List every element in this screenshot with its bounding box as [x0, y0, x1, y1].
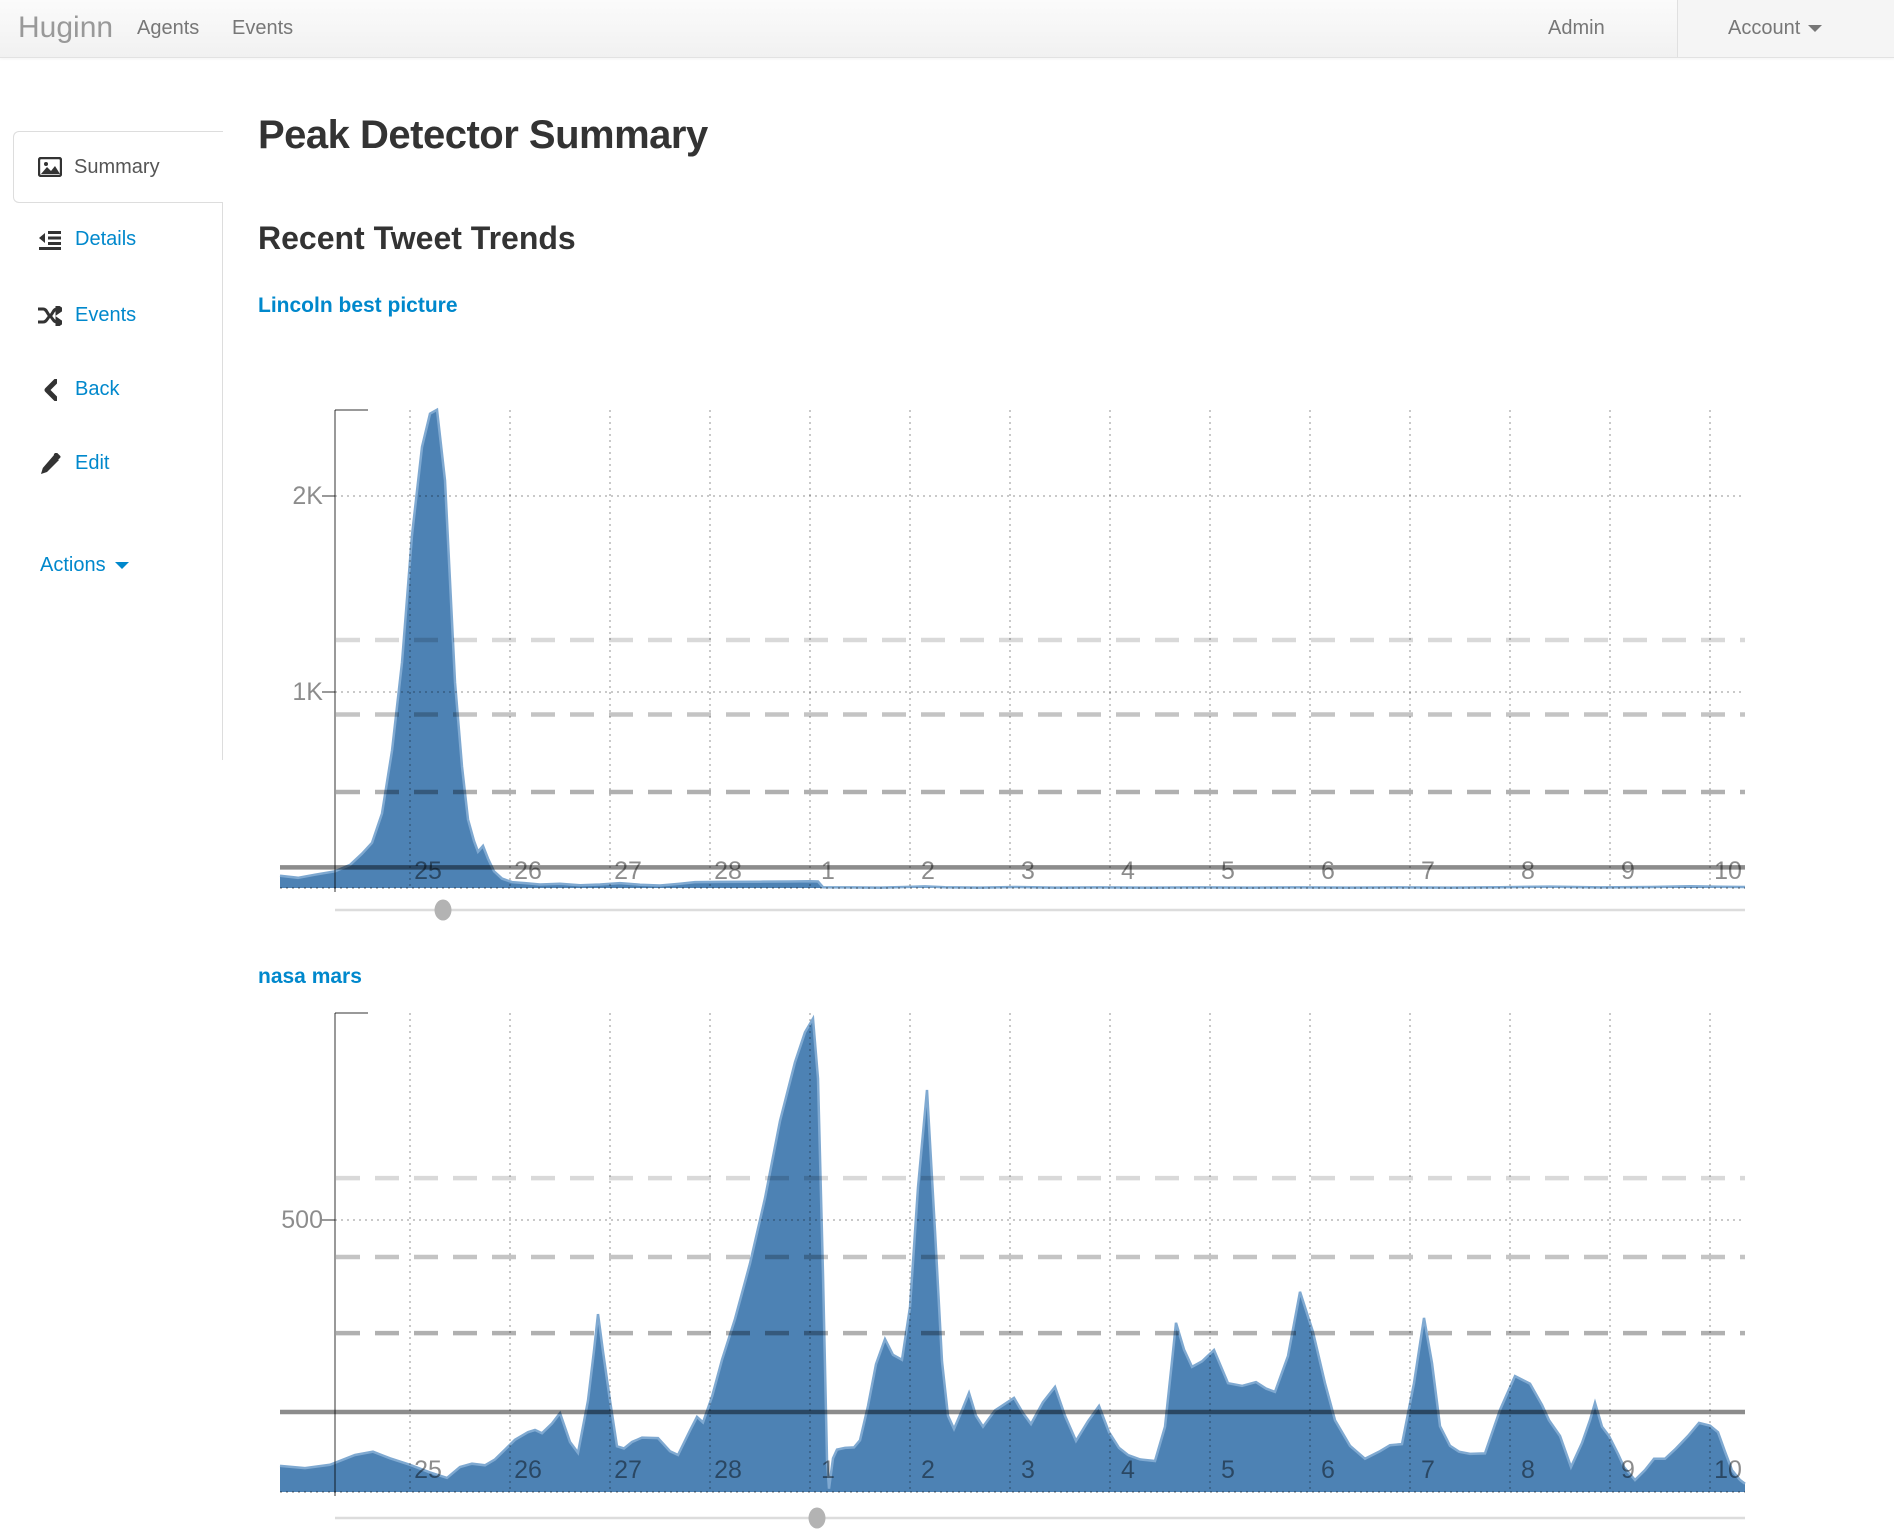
actions-dropdown[interactable]: Actions [40, 554, 129, 577]
x-tick-label: 5 [1221, 1456, 1235, 1484]
y-tick-label: 2K [292, 482, 323, 510]
x-tick-label: 2 [921, 857, 935, 885]
x-tick-label: 9 [1621, 1456, 1635, 1484]
sidebar-divider [222, 131, 223, 760]
x-tick-label: 6 [1321, 1456, 1335, 1484]
area-series-edge [279, 1014, 1746, 1489]
sidebar-item-events[interactable]: Events [38, 304, 136, 327]
section-heading: Recent Tweet Trends [258, 220, 576, 256]
y-tick-label: 1K [292, 678, 323, 706]
x-tick-label: 8 [1521, 1456, 1535, 1484]
pencil-icon [38, 452, 62, 475]
area-series [280, 409, 1745, 888]
area-series [280, 1018, 1745, 1492]
x-tick-label: 3 [1021, 857, 1035, 885]
shuffle-icon [38, 305, 62, 326]
x-tick-label: 1 [821, 857, 835, 885]
x-tick-label: 2 [921, 1456, 935, 1484]
x-tick-label: 27 [614, 857, 642, 885]
chart-title-nasa-mars[interactable]: nasa mars [258, 965, 362, 988]
x-tick-label: 10 [1714, 1456, 1742, 1484]
x-tick-label: 25 [414, 857, 442, 885]
x-tick-label: 3 [1021, 1456, 1035, 1484]
x-tick-label: 4 [1121, 1456, 1135, 1484]
chart-title-lincoln-best-picture[interactable]: Lincoln best picture [258, 294, 458, 317]
x-tick-label: 7 [1421, 857, 1435, 885]
x-tick-label: 27 [614, 1456, 642, 1484]
sidebar-item-details[interactable]: Details [38, 228, 136, 251]
page-title: Peak Detector Summary [258, 113, 708, 157]
x-tick-label: 28 [714, 857, 742, 885]
tab-summary-label: Summary [74, 155, 160, 178]
sidebar-item-edit[interactable]: Edit [38, 452, 109, 475]
chart-range-slider-handle[interactable] [808, 1507, 826, 1529]
x-tick-label: 6 [1321, 857, 1335, 885]
chart-lincoln-best-picture: 1K 2K 25 26 27 28 1 2 3 4 5 6 7 8 9 10 [279, 407, 1746, 921]
chevron-left-icon [38, 378, 62, 401]
x-tick-label: 1 [821, 1456, 835, 1484]
x-tick-label: 28 [714, 1456, 742, 1484]
sidebar-item-back[interactable]: Back [38, 378, 119, 401]
brand-huginn[interactable]: Huginn [18, 11, 114, 44]
x-tick-label: 5 [1221, 857, 1235, 885]
x-tick-label: 10 [1714, 857, 1742, 885]
x-tick-label: 9 [1621, 857, 1635, 885]
nav-item-account[interactable]: Account [1728, 0, 1823, 56]
nav-item-admin[interactable]: Admin [1548, 17, 1605, 39]
x-tick-label: 25 [414, 1456, 442, 1484]
x-tick-label: 7 [1421, 1456, 1435, 1484]
outdent-icon [38, 230, 62, 250]
x-tick-label: 8 [1521, 857, 1535, 885]
x-tick-label: 4 [1121, 857, 1135, 885]
nav-item-events[interactable]: Events [232, 17, 294, 39]
account-section-background [1677, 0, 1894, 57]
tab-summary[interactable]: Summary [13, 131, 223, 203]
image-icon [38, 157, 62, 177]
top-navbar: Huginn Agents Events Admin Account [0, 0, 1894, 58]
chart-nasa-mars: 500 25 26 27 28 1 2 3 4 5 6 7 8 9 10 [279, 1012, 1746, 1529]
nav-item-agents[interactable]: Agents [137, 17, 200, 39]
y-tick-label: 500 [281, 1206, 323, 1234]
chart-range-slider-handle[interactable] [434, 899, 452, 921]
chevron-down-icon [1808, 25, 1823, 33]
area-series-edge [279, 407, 1746, 889]
x-tick-label: 26 [514, 857, 542, 885]
chevron-down-icon [114, 562, 129, 570]
x-tick-label: 26 [514, 1456, 542, 1484]
